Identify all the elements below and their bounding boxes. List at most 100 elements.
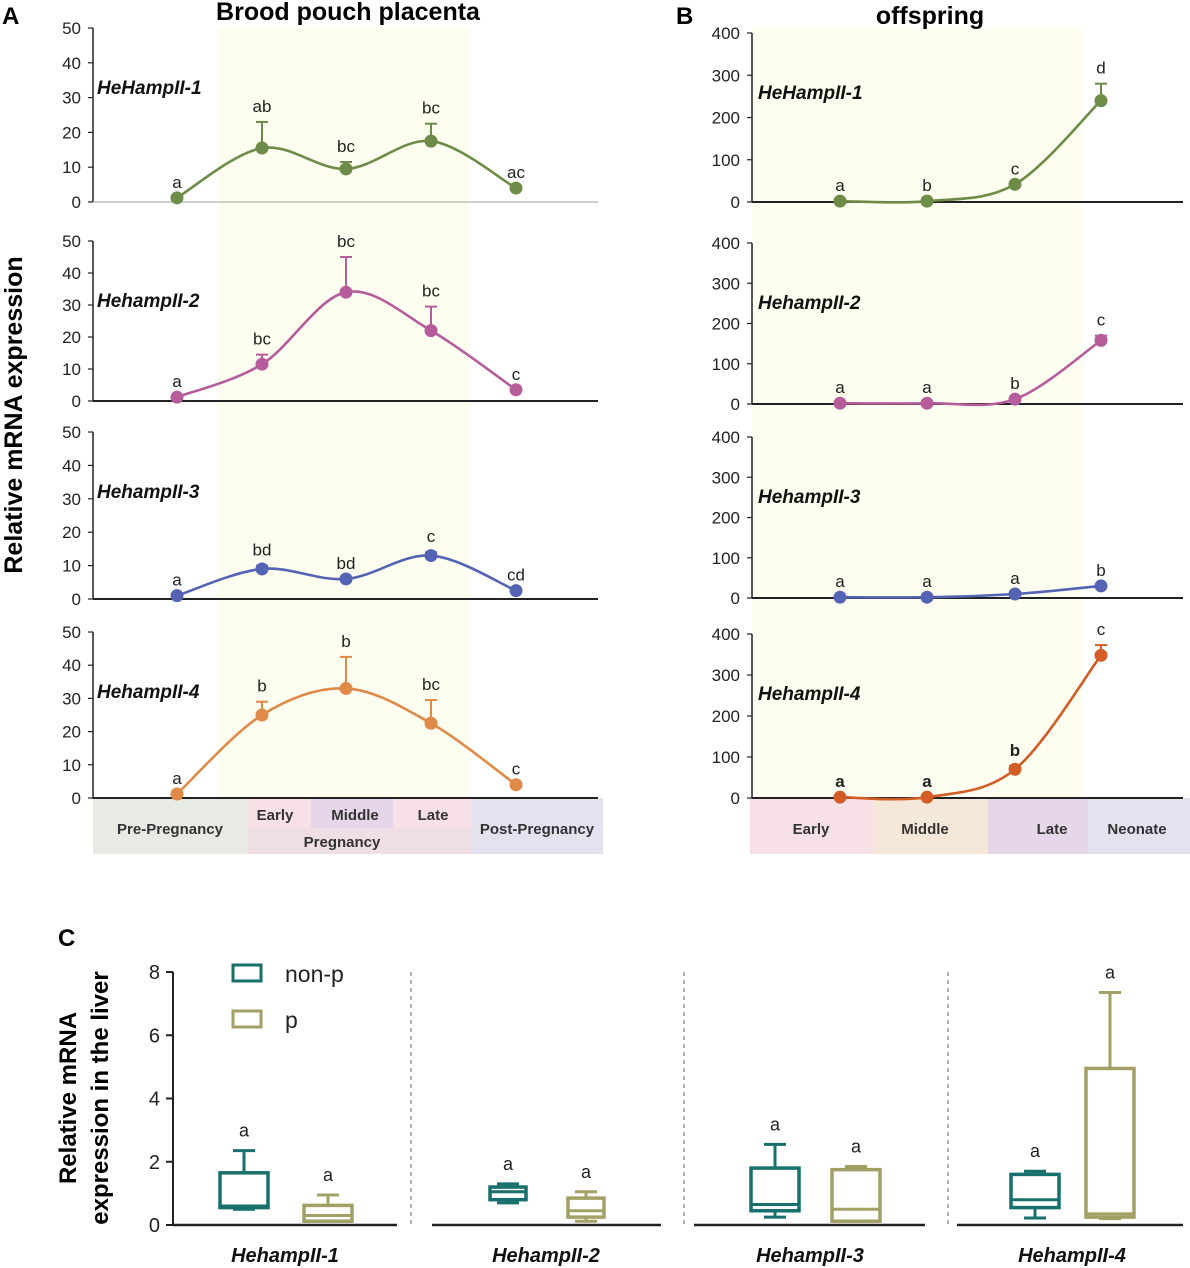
y-axis-label-c-line1: Relative mRNA — [55, 1012, 82, 1184]
data-point — [920, 790, 934, 804]
box-non-p: a — [749, 1114, 801, 1219]
data-point — [509, 584, 523, 598]
box-p: a — [302, 1165, 354, 1223]
y-tick-label: 300 — [712, 666, 740, 685]
significance-letter: b — [257, 677, 266, 696]
significance-letter: a — [1010, 569, 1020, 588]
gene-label: HeHampII-1 — [758, 83, 863, 104]
stage-b-late-bg — [988, 798, 1088, 854]
significance-letter: a — [835, 378, 845, 397]
significance-letter: bd — [337, 554, 356, 573]
box-group-3: HehampII-3 a a — [694, 1114, 925, 1267]
line-chart-b-3: 0 100 200 300 400 HehampII-3 a a a b — [712, 428, 1183, 608]
y-tick-label: 40 — [62, 264, 81, 283]
data-point — [424, 716, 438, 730]
significance-letter: a — [239, 1121, 250, 1141]
data-point — [509, 181, 523, 195]
group-label: HehampII-3 — [756, 1245, 864, 1267]
significance-letter: a — [835, 572, 845, 591]
significance-letter: a — [172, 769, 182, 788]
shade-region-a — [218, 28, 470, 798]
significance-letter: a — [323, 1165, 334, 1185]
y-tick-label: 0 — [149, 1215, 160, 1237]
panel-title-b: offspring — [876, 2, 984, 30]
y-tick-label: 400 — [712, 24, 740, 43]
box-p: a — [566, 1162, 606, 1223]
stage-b-neonate-bg — [1088, 798, 1190, 854]
stage-post-bg — [472, 798, 603, 854]
shade-region-b — [752, 28, 1082, 798]
y-tick-label: 50 — [62, 19, 81, 38]
legend-swatch-non-p — [231, 963, 263, 983]
legend-swatch-p — [231, 1009, 263, 1029]
y-tick-label: 30 — [62, 490, 81, 509]
significance-letter: b — [1096, 561, 1105, 580]
data-point — [1094, 333, 1108, 347]
data-point — [255, 708, 269, 722]
stage-bar-a: Pre-Pregnancy Early Middle Late Pregnanc… — [93, 798, 603, 854]
y-tick-label: 200 — [712, 315, 740, 334]
significance-letter: a — [835, 176, 845, 195]
box-group-1: HehampII-1 a a — [173, 1121, 397, 1267]
box-p: a — [1084, 963, 1136, 1221]
line-chart-b-1: 0 100 200 300 400 HeHampII-1 a b c d — [712, 24, 1183, 212]
significance-letter: a — [172, 571, 182, 590]
data-point — [920, 396, 934, 410]
box-group-2: HehampII-2 a a — [432, 1154, 661, 1267]
box-rect — [1009, 1172, 1061, 1210]
box-rect — [488, 1185, 528, 1202]
y-tick-label: 10 — [62, 158, 81, 177]
data-point — [424, 134, 438, 148]
data-point — [1008, 177, 1022, 191]
series-line — [839, 99, 1102, 204]
data-point — [170, 589, 184, 603]
y-tick-label: 0 — [72, 789, 81, 808]
y-tick-label: 6 — [149, 1025, 160, 1047]
box-non-p: a — [218, 1121, 270, 1211]
significance-letter: a — [172, 173, 182, 192]
box-non-p: a — [1009, 1141, 1061, 1220]
significance-letter: d — [1096, 59, 1105, 78]
charts-layer: 01020304050HeHampII-1aabbcbcac0102030405… — [62, 19, 1183, 1267]
significance-letter: a — [1030, 1141, 1041, 1161]
significance-letter: ac — [507, 163, 525, 182]
y-tick-label: 0 — [731, 395, 740, 414]
line-chart-a-1: 0 10 20 30 40 50 HeHampII-1 a ab bc bc ac — [62, 19, 598, 212]
line-chart-b-2: 0 100 200 300 400 HehampII-2 a a b c — [712, 234, 1183, 414]
y-tick-label: 30 — [62, 689, 81, 708]
box-non-p: a — [488, 1154, 528, 1205]
box-rect — [566, 1196, 606, 1219]
significance-letter: b — [1010, 374, 1019, 393]
significance-letter: c — [1097, 311, 1106, 330]
series-line — [839, 654, 1103, 801]
data-point — [1094, 648, 1108, 662]
stage-b-middle-bg — [874, 798, 988, 854]
y-tick-label: 400 — [712, 234, 740, 253]
y-tick-label: 300 — [712, 274, 740, 293]
significance-letter: bc — [253, 330, 271, 349]
panel-title-a: Brood pouch placenta — [216, 0, 481, 26]
data-point — [339, 681, 353, 695]
box-rect — [302, 1203, 354, 1223]
significance-letter: bc — [337, 232, 355, 251]
y-axis-label-c-line2: expression in the liver — [87, 971, 114, 1224]
data-point — [509, 778, 523, 792]
data-point — [833, 790, 847, 804]
y-tick-label: 200 — [712, 109, 740, 128]
significance-letter: bd — [253, 541, 272, 560]
data-point — [1094, 94, 1108, 108]
y-tick-label: 200 — [712, 509, 740, 528]
data-point — [1094, 579, 1108, 593]
significance-letter: b — [1010, 741, 1020, 760]
significance-letter: bc — [337, 137, 355, 156]
box-group-4: HehampII-4 a a — [957, 963, 1183, 1267]
y-tick-label: 50 — [62, 423, 81, 442]
y-tick-label: 200 — [712, 707, 740, 726]
data-point — [1008, 762, 1022, 776]
box-p: a — [830, 1136, 882, 1223]
gene-label: HehampII-2 — [97, 291, 200, 312]
stage-late-bg — [393, 798, 472, 828]
significance-letter: a — [835, 772, 845, 791]
